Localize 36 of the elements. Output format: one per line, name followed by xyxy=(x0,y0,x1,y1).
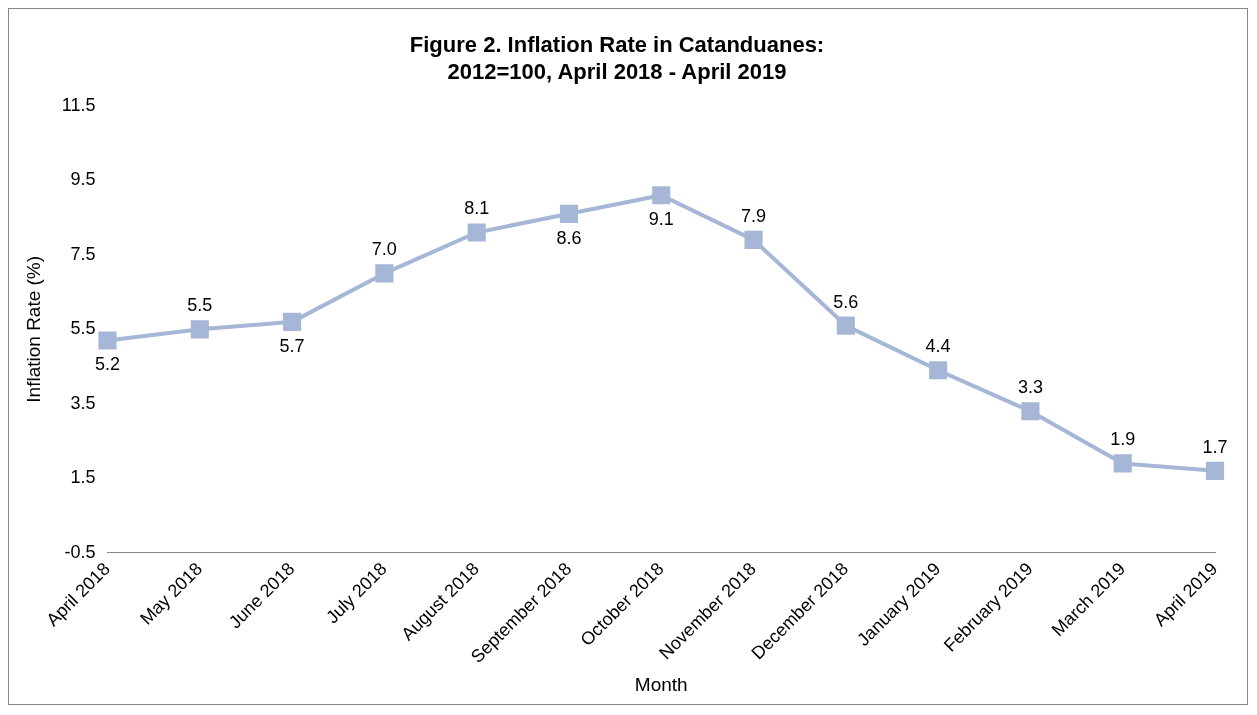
y-tick-label: 3.5 xyxy=(70,392,96,413)
data-label: 8.6 xyxy=(556,227,582,248)
point xyxy=(375,264,394,283)
point xyxy=(1021,402,1040,421)
point xyxy=(652,186,671,205)
point xyxy=(283,312,302,331)
y-tick-label: 9.5 xyxy=(70,169,96,190)
y-tick-label: 11.5 xyxy=(61,94,96,115)
data-label: 1.7 xyxy=(1202,436,1228,457)
data-label: 4.4 xyxy=(925,336,951,357)
point xyxy=(559,204,579,223)
data-label: 3.3 xyxy=(1017,377,1043,398)
point xyxy=(98,331,117,350)
data-label: 5.7 xyxy=(279,335,305,356)
point xyxy=(929,361,948,380)
point xyxy=(744,230,763,249)
point xyxy=(467,223,486,242)
data-label: 7.9 xyxy=(741,205,767,226)
data-label: 5.2 xyxy=(94,354,121,375)
point xyxy=(1205,461,1225,480)
data-label: 7.0 xyxy=(371,239,397,260)
y-tick-label: 7.5 xyxy=(70,243,96,264)
point xyxy=(190,320,209,339)
data-label: 1.9 xyxy=(1110,429,1136,450)
data-label: 5.5 xyxy=(187,295,213,316)
y-axis-title: Inflation Rate (%) xyxy=(22,255,44,403)
data-label: 8.1 xyxy=(464,198,490,219)
data-label: 9.1 xyxy=(648,209,674,230)
chart-title: Figure 2. Inflation Rate in Catanduanes: 2012=100, April 2018 - April 2019 xyxy=(409,32,825,84)
y-tick-label: 5.5 xyxy=(70,318,96,339)
y-tick-label: -0.5 xyxy=(64,541,96,562)
point xyxy=(836,316,855,335)
y-tick-label: 1.5 xyxy=(70,467,96,488)
point xyxy=(1113,454,1132,473)
data-label: 5.6 xyxy=(833,291,859,312)
x-axis-title: Month xyxy=(634,673,688,695)
